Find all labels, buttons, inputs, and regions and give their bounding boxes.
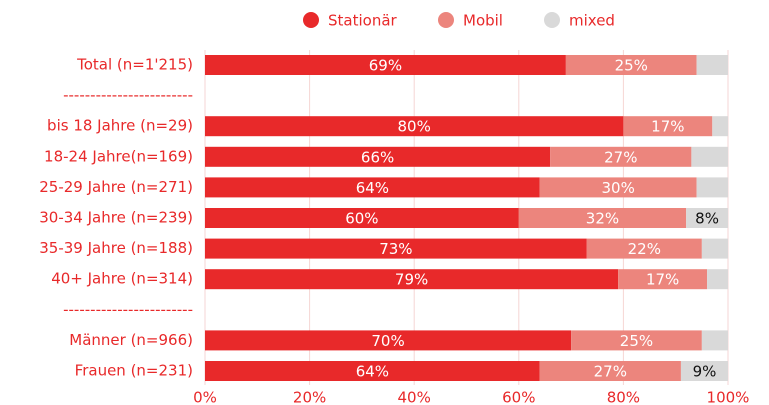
x-tick-label: 40% [398, 389, 431, 405]
category-label: 30-34 Jahre (n=239) [39, 209, 193, 227]
value-label: 32% [586, 210, 619, 228]
legend-label: mixed [569, 12, 615, 30]
value-label: 73% [379, 240, 412, 258]
value-label: 17% [646, 271, 679, 289]
value-label: 70% [371, 332, 404, 350]
value-label: 25% [615, 57, 648, 75]
value-label: 66% [361, 148, 394, 166]
value-label: 64% [356, 179, 389, 197]
bar-segment [205, 146, 551, 167]
value-label: 8% [695, 210, 719, 228]
value-label: 30% [601, 179, 634, 197]
value-label: 79% [395, 271, 428, 289]
bar-segment [205, 269, 619, 290]
legend-marker [544, 12, 560, 28]
bar-segment [205, 238, 587, 259]
x-tick-label: 20% [293, 389, 326, 405]
value-label: 69% [369, 57, 402, 75]
bar-segment [696, 177, 728, 198]
bar-segment [539, 177, 697, 198]
value-label: 9% [693, 363, 717, 381]
category-label: Total (n=1'215) [76, 56, 193, 74]
x-tick-label: 100% [707, 389, 750, 405]
bar-segment [205, 116, 624, 137]
bar-segment [686, 208, 728, 228]
legend-marker [303, 12, 319, 28]
legend-marker [438, 12, 454, 28]
bar-segment [680, 361, 728, 381]
category-label: ------------------------ [63, 86, 193, 104]
value-label: 80% [398, 118, 431, 136]
bar-segment [205, 55, 566, 75]
bar-segment [696, 55, 728, 75]
bar-segment [707, 269, 728, 290]
value-label: 27% [604, 148, 637, 166]
category-label: 25-29 Jahre (n=271) [39, 178, 193, 196]
category-label: ------------------------ [63, 300, 193, 318]
category-label: 35-39 Jahre (n=188) [39, 239, 193, 257]
category-label: bis 18 Jahre (n=29) [47, 117, 193, 135]
bar-segment [518, 208, 687, 228]
x-tick-label: 0% [193, 389, 217, 405]
x-tick-label: 80% [607, 389, 640, 405]
x-tick-label: 60% [502, 389, 535, 405]
bar-segment [205, 177, 540, 198]
bar-segment [586, 238, 702, 259]
bar-segment [701, 330, 728, 351]
bar-segment [539, 361, 681, 381]
bar-segment [565, 55, 697, 75]
value-label: 22% [628, 240, 661, 258]
legend-label: Stationär [328, 12, 398, 30]
value-label: 64% [356, 363, 389, 381]
bar-segment [712, 116, 728, 137]
bar-segment [691, 146, 728, 167]
category-label: 40+ Jahre (n=314) [51, 270, 193, 288]
category-label: Frauen (n=231) [75, 362, 193, 380]
bar-segment [571, 330, 702, 351]
value-label: 27% [594, 363, 627, 381]
value-label: 60% [345, 210, 378, 228]
bar-segment [550, 146, 692, 167]
bar-segment [701, 238, 728, 259]
bar-segment [205, 208, 519, 228]
bar-segment [618, 269, 708, 290]
bar-segment [623, 116, 713, 137]
category-label: Männer (n=966) [69, 331, 193, 349]
bar-segment [205, 330, 572, 351]
bar-segment [205, 361, 540, 381]
value-label: 17% [651, 118, 684, 136]
legend-label: Mobil [463, 12, 503, 30]
value-label: 25% [620, 332, 653, 350]
category-label: 18-24 Jahre(n=169) [44, 147, 193, 165]
